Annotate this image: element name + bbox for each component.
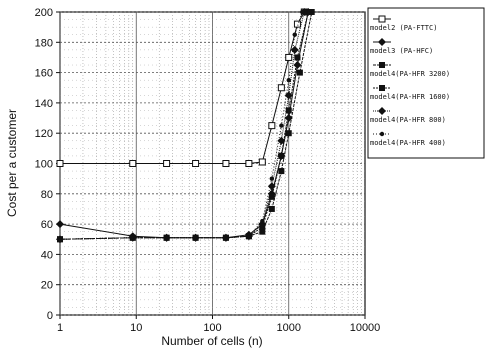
x-tick-label: 10 <box>130 322 142 334</box>
data-point <box>285 53 293 61</box>
x-tick-label: 10000 <box>350 322 381 334</box>
x-axis-title: Number of cells (n) <box>161 334 262 348</box>
data-point <box>292 32 297 37</box>
data-point <box>268 193 275 200</box>
data-point <box>258 158 266 166</box>
y-tick-label: 120 <box>35 128 53 140</box>
data-point <box>129 160 137 167</box>
legend-marker <box>378 15 386 23</box>
series-group <box>56 8 315 244</box>
y-tick-label: 60 <box>41 219 53 231</box>
data-point <box>277 136 286 145</box>
data-point <box>278 168 285 175</box>
data-point <box>245 160 253 167</box>
y-tick-label: 20 <box>41 280 53 292</box>
data-point <box>268 205 275 212</box>
x-tick-label: 100 <box>203 322 221 334</box>
data-point <box>259 228 266 235</box>
y-tick-label: 200 <box>35 7 53 19</box>
data-point <box>260 218 265 224</box>
data-point <box>246 234 252 239</box>
y-tick-label: 160 <box>35 68 53 80</box>
y-tick-label: 100 <box>35 159 53 171</box>
legend-item: model4(PA-HFR 1600) <box>370 85 450 101</box>
data-point <box>193 235 198 240</box>
legend-item: model4(PA-HFR 800) <box>370 107 446 124</box>
series-line <box>60 11 305 164</box>
data-point <box>293 61 302 70</box>
legend-item: model4(PA-HFR 400) <box>370 131 446 147</box>
legend-box <box>367 7 485 159</box>
x-axis: 1 10 100 1000 10000 <box>57 315 380 334</box>
data-point <box>163 160 171 167</box>
data-point <box>299 9 305 15</box>
data-point <box>308 9 315 15</box>
data-point <box>293 20 301 28</box>
legend-marker <box>378 38 386 46</box>
data-point <box>279 123 284 128</box>
series-line <box>59 11 305 240</box>
x-tick-label: 1 <box>57 322 63 334</box>
y-tick-label: 140 <box>35 98 53 110</box>
legend: model2 (PA-FTTC) model3 (PA-HFC) model4(PA… <box>367 7 485 159</box>
y-axis: 0 20 40 60 80 100 120 140 160 180 200 <box>35 7 60 322</box>
legend-item: model2 (PA-FTTC) <box>370 15 437 32</box>
data-point <box>277 84 285 92</box>
legend-marker <box>379 62 385 68</box>
data-point <box>130 235 135 240</box>
legend-marker <box>378 107 386 115</box>
legend-label: model2 (PA-FTTC) <box>370 24 437 32</box>
legend-label: model3 (PA-HFC) <box>370 47 433 55</box>
legend-marker <box>379 85 385 91</box>
y-tick-label: 180 <box>35 37 53 49</box>
y-tick-label: 40 <box>41 249 53 261</box>
series-6 <box>57 9 305 242</box>
data-point <box>269 176 275 181</box>
series-line <box>59 11 303 240</box>
legend-item: model3 (PA-HFC) <box>370 38 433 55</box>
data-point <box>285 130 292 137</box>
legend-label: model4(PA-HFR 800) <box>370 116 446 124</box>
y-tick-label: 0 <box>47 310 53 322</box>
data-point <box>296 69 303 76</box>
y-axis-title: Cost per a customer <box>5 109 19 217</box>
legend-label: model4(PA-HFR 3200) <box>370 70 450 78</box>
data-point <box>222 160 230 167</box>
grid <box>59 11 365 316</box>
data-point <box>56 220 64 229</box>
data-point <box>267 182 276 191</box>
data-point <box>268 122 276 130</box>
legend-label: model4(PA-HFR 400) <box>370 139 446 147</box>
legend-label: model4(PA-HFR 1600) <box>370 93 450 101</box>
data-point <box>57 237 63 242</box>
data-point <box>223 235 229 240</box>
data-point <box>278 152 285 159</box>
data-point <box>285 107 292 114</box>
y-tick-label: 80 <box>41 189 53 201</box>
data-point <box>192 160 200 167</box>
data-point <box>294 54 301 61</box>
data-point <box>164 235 169 240</box>
legend-item: model4(PA-HFR 3200) <box>370 62 450 78</box>
legend-marker <box>379 131 385 137</box>
x-tick-label: 1000 <box>277 322 301 334</box>
data-point <box>258 220 267 229</box>
data-point <box>56 160 64 167</box>
data-point <box>286 77 291 83</box>
